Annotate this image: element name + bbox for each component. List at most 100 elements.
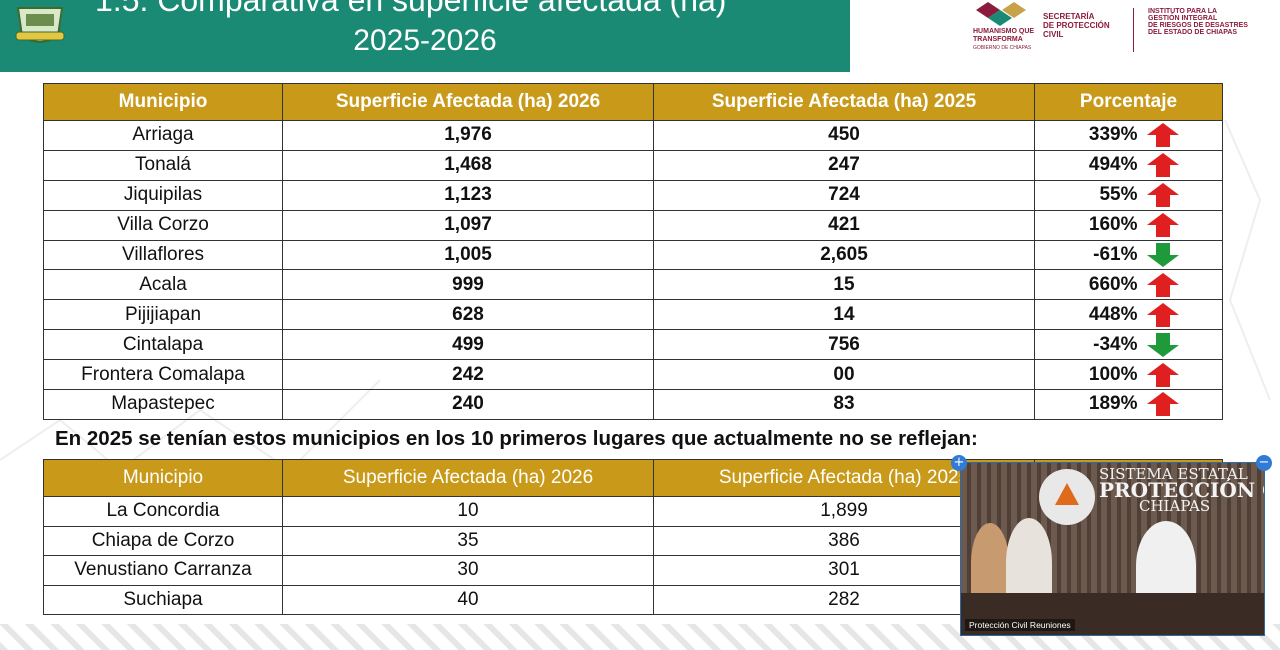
arrow-up-icon — [1146, 153, 1179, 178]
cell-2026: 240 — [282, 389, 654, 420]
cell-2025: 15 — [653, 269, 1035, 301]
secretaria-line3: CIVIL — [1043, 30, 1064, 39]
table-row: Cintalapa 499 756 -34% — [43, 329, 1223, 361]
table-row: Villaflores 1,005 2,605 -61% — [43, 239, 1223, 271]
cell-2026: 628 — [282, 299, 654, 331]
banner-line3: CHIAPAS — [1139, 497, 1211, 515]
cell-municipio: Mapastepec — [43, 389, 283, 420]
video-collapse-button[interactable]: − — [1256, 455, 1272, 471]
secretaria-text: SECRETARÍA DE PROTECCIÓN CIVIL — [1043, 12, 1110, 39]
slide-title-line1: 1.5. Comparativa en superficie afectada … — [95, 0, 727, 18]
video-expand-button[interactable]: + — [951, 455, 967, 471]
arrow-up-icon — [1146, 302, 1179, 327]
slide-header: 1.5. Comparativa en superficie afectada … — [0, 0, 850, 72]
secretaria-line2: DE PROTECCIÓN — [1043, 21, 1110, 30]
cell-2025: 756 — [653, 329, 1035, 361]
cell-2025: 2,605 — [653, 239, 1035, 271]
table-row: Arriaga 1,976 450 339% — [43, 120, 1223, 151]
proteccion-civil-logo — [1039, 469, 1095, 525]
cell-porcentaje: 448% — [1034, 299, 1223, 331]
cell-porcentaje: 339% — [1034, 120, 1223, 151]
table-row: Jiquipilas 1,123 724 55% — [43, 179, 1223, 211]
comparison-table: Municipio Superficie Afectada (ha) 2026 … — [43, 83, 1223, 420]
video-table — [961, 593, 1264, 635]
cell-2026: 999 — [282, 269, 654, 301]
villacorzo-logo — [15, 7, 65, 43]
logo-divider — [1133, 8, 1134, 52]
cell-2026: 30 — [282, 555, 654, 586]
col-2026: Superficie Afectada (ha) 2026 — [282, 459, 654, 497]
cell-porcentaje: 660% — [1034, 269, 1223, 301]
col-2025: Superficie Afectada (ha) 2025 — [653, 83, 1035, 121]
table-row: Villa Corzo 1,097 421 160% — [43, 209, 1223, 241]
slide-title-line2: 2025-2026 — [353, 24, 497, 57]
percentage-value: 160% — [1088, 214, 1138, 236]
banner-line1: SISTEMA ESTATAL — [1099, 465, 1248, 483]
participant-woman — [971, 523, 1009, 603]
cell-2025: 450 — [653, 120, 1035, 151]
instituto-line1: INSTITUTO PARA LA — [1148, 8, 1218, 15]
table-header-row: Municipio Superficie Afectada (ha) 2026 … — [43, 83, 1223, 121]
instituto-text: INSTITUTO PARA LA GESTIÓN INTEGRAL DE RI… — [1148, 8, 1248, 36]
percentage-value: 448% — [1088, 303, 1138, 325]
instituto-line4: DEL ESTADO DE CHIAPAS — [1148, 29, 1238, 36]
table-row: Acala 999 15 660% — [43, 269, 1223, 301]
cell-2026: 499 — [282, 329, 654, 361]
cell-municipio: Jiquipilas — [43, 179, 283, 211]
cell-2025: 724 — [653, 179, 1035, 211]
cell-porcentaje: 100% — [1034, 359, 1223, 391]
cell-2025: 247 — [653, 149, 1035, 181]
gov-line: GOBIERNO DE CHIAPAS — [973, 45, 1032, 51]
cell-municipio: Acala — [43, 269, 283, 301]
cell-porcentaje: -61% — [1034, 239, 1223, 271]
percentage-value: 660% — [1088, 273, 1138, 295]
percentage-value: 100% — [1088, 363, 1138, 385]
humanismo-logo — [976, 2, 1026, 26]
motto-line2: TRANSFORMA — [973, 36, 1023, 43]
col-municipio: Municipio — [43, 83, 283, 121]
table-row: Frontera Comalapa 242 00 100% — [43, 359, 1223, 391]
cell-municipio: Frontera Comalapa — [43, 359, 283, 391]
cell-2026: 1,005 — [282, 239, 654, 271]
cell-municipio: Tonalá — [43, 149, 283, 181]
instituto-line2: GESTIÓN INTEGRAL — [1148, 15, 1218, 22]
cell-porcentaje: 189% — [1034, 389, 1223, 420]
arrow-up-icon — [1146, 392, 1179, 417]
col-municipio: Municipio — [43, 459, 283, 497]
cell-2026: 1,976 — [282, 120, 654, 151]
cell-porcentaje: 160% — [1034, 209, 1223, 241]
video-banner: SISTEMA ESTATAL PROTECCIÓN C CHIAPAS — [1099, 465, 1265, 515]
percentage-value: 55% — [1099, 184, 1138, 206]
banner-line2: PROTECCIÓN C — [1099, 478, 1265, 502]
cell-porcentaje: 494% — [1034, 149, 1223, 181]
table-row: Tonalá 1,468 247 494% — [43, 149, 1223, 181]
subtitle: En 2025 se tenían estos municipios en lo… — [55, 427, 978, 450]
cell-porcentaje: -34% — [1034, 329, 1223, 361]
arrow-up-icon — [1146, 272, 1179, 297]
cell-2025: 00 — [653, 359, 1035, 391]
instituto-line3: DE RIESGOS DE DESASTRES — [1148, 22, 1248, 29]
cell-municipio: Villa Corzo — [43, 209, 283, 241]
arrow-up-icon — [1146, 123, 1179, 148]
cell-municipio: Pijijiapan — [43, 299, 283, 331]
percentage-value: 189% — [1088, 393, 1138, 415]
cell-municipio: Arriaga — [43, 120, 283, 151]
cell-2026: 1,097 — [282, 209, 654, 241]
cell-porcentaje: 55% — [1034, 179, 1223, 211]
cell-2026: 35 — [282, 525, 654, 556]
cell-municipio: Chiapa de Corzo — [43, 525, 283, 556]
secretaria-line1: SECRETARÍA — [1043, 12, 1095, 21]
video-call-window[interactable]: SISTEMA ESTATAL PROTECCIÓN C CHIAPAS Pro… — [960, 462, 1265, 636]
arrow-up-icon — [1146, 213, 1179, 238]
table-row: Pijijiapan 628 14 448% — [43, 299, 1223, 331]
percentage-value: 339% — [1088, 124, 1138, 146]
percentage-value: 494% — [1088, 154, 1138, 176]
table-row: Mapastepec 240 83 189% — [43, 389, 1223, 420]
arrow-up-icon — [1146, 362, 1179, 387]
cell-2025: 421 — [653, 209, 1035, 241]
col-2026: Superficie Afectada (ha) 2026 — [282, 83, 654, 121]
humanismo-text: HUMANISMO QUE TRANSFORMA GOBIERNO DE CHI… — [973, 28, 1034, 52]
cell-2026: 242 — [282, 359, 654, 391]
arrow-up-icon — [1146, 183, 1179, 208]
cell-2025: 14 — [653, 299, 1035, 331]
